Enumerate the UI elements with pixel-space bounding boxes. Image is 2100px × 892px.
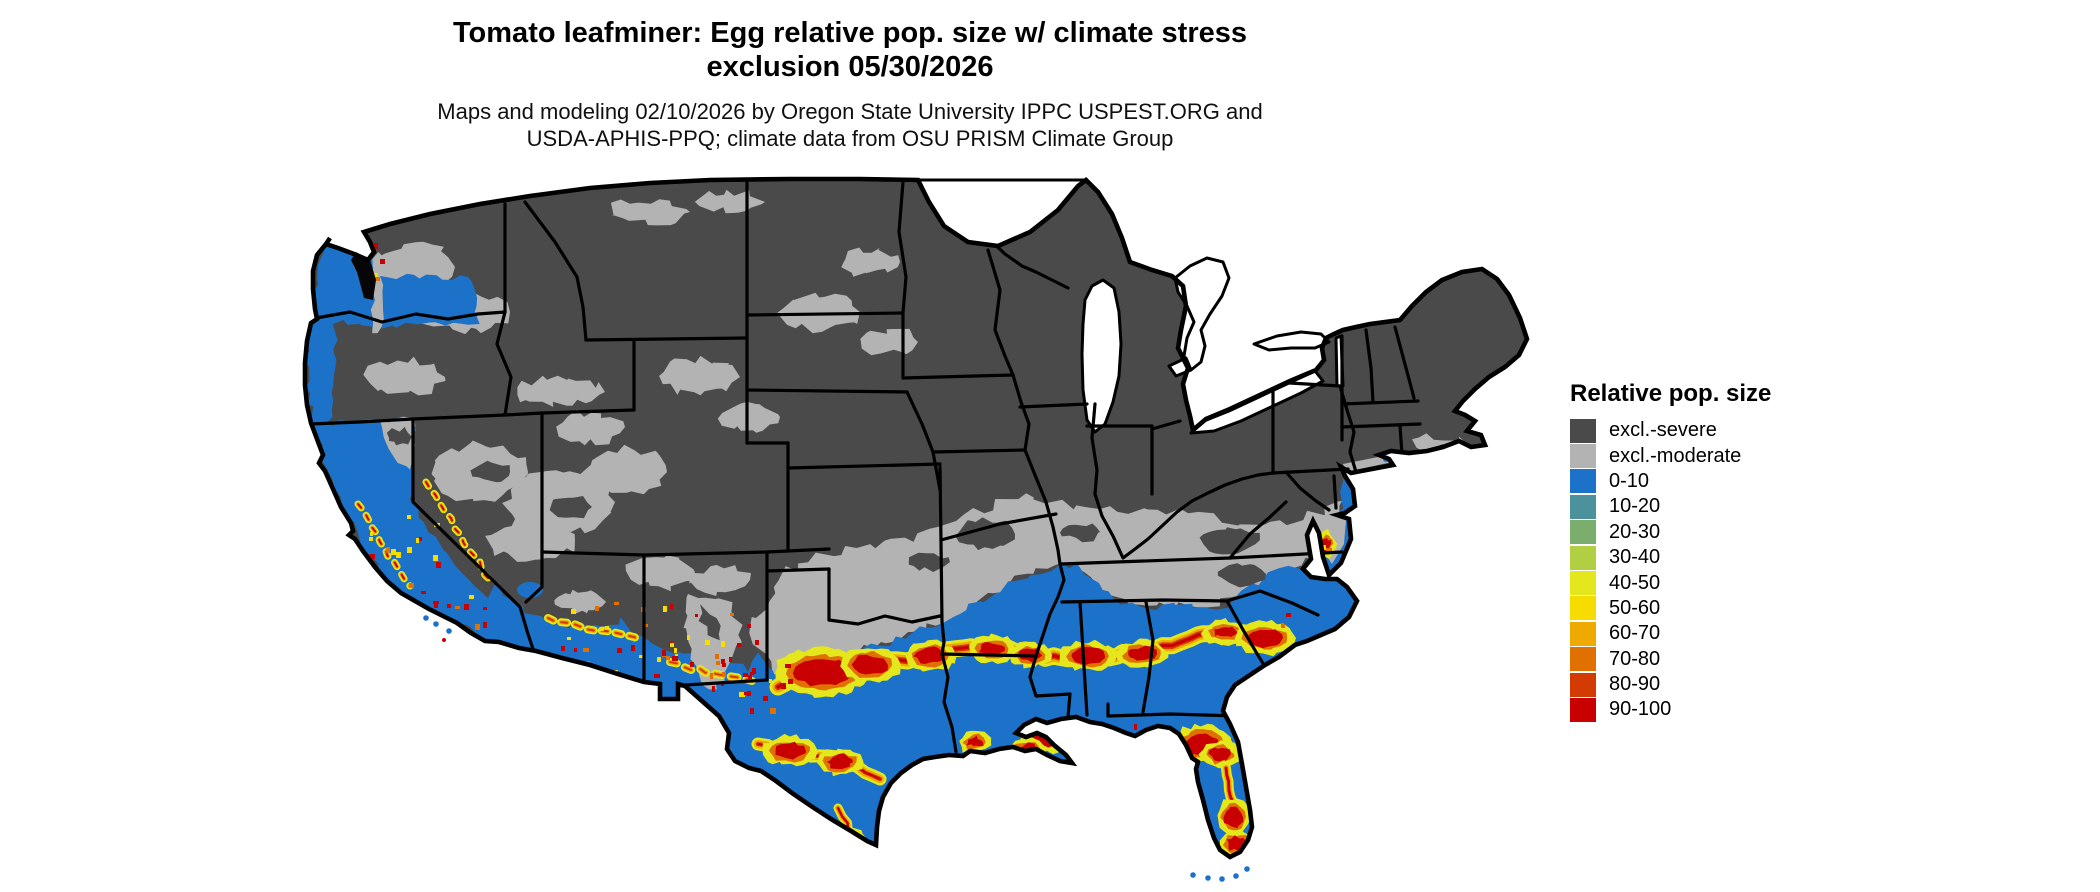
legend-title: Relative pop. size bbox=[1570, 380, 1772, 407]
legend-rows: excl.-severe excl.-moderate 0-10 10-20 20-30… bbox=[1570, 418, 1890, 723]
legend-swatch bbox=[1570, 444, 1596, 469]
us-outline bbox=[302, 176, 1530, 860]
legend-item: 70-80 bbox=[1570, 647, 1890, 672]
legend-swatch bbox=[1570, 520, 1596, 545]
legend-item: excl.-moderate bbox=[1570, 443, 1890, 469]
legend-label: excl.-moderate bbox=[1609, 444, 1742, 467]
legend-swatch bbox=[1570, 545, 1596, 570]
legend-item: 40-50 bbox=[1570, 570, 1890, 596]
legend-label: 70-80 bbox=[1609, 647, 1661, 670]
legend-label: 90-100 bbox=[1609, 698, 1672, 721]
map-title-line1: Tomato leafminer: Egg relative pop. size… bbox=[453, 17, 1247, 49]
legend-label: 60-70 bbox=[1609, 622, 1661, 645]
legend-swatch bbox=[1570, 469, 1596, 494]
legend: Relative pop. size excl.-severe excl.-mod… bbox=[1570, 380, 1890, 723]
legend-item: excl.-severe bbox=[1570, 418, 1890, 443]
legend-swatch bbox=[1570, 621, 1596, 646]
map-subtitle-line2: USDA-APHIS-PPQ; climate data from OSU PR… bbox=[526, 126, 1174, 151]
legend-item: 60-70 bbox=[1570, 621, 1890, 646]
map-title-line2: exclusion 05/30/2026 bbox=[706, 51, 994, 83]
legend-swatch bbox=[1570, 418, 1596, 443]
legend-label: 30-40 bbox=[1609, 546, 1661, 569]
title-block: Tomato leafminer: Egg relative pop. size… bbox=[0, 16, 1700, 152]
legend-label: 50-60 bbox=[1609, 596, 1661, 619]
legend-label: 40-50 bbox=[1609, 571, 1661, 594]
legend-item: 90-100 bbox=[1570, 697, 1890, 722]
legend-label: excl.-severe bbox=[1609, 419, 1717, 442]
legend-label: 20-30 bbox=[1609, 520, 1661, 543]
legend-item: 10-20 bbox=[1570, 494, 1890, 519]
legend-item: 50-60 bbox=[1570, 596, 1890, 621]
legend-swatch bbox=[1570, 494, 1596, 519]
legend-item: 0-10 bbox=[1570, 469, 1890, 494]
us-pest-map bbox=[302, 176, 1530, 882]
legend-swatch bbox=[1570, 571, 1596, 596]
legend-item: 30-40 bbox=[1570, 545, 1890, 570]
legend-item: 80-90 bbox=[1570, 672, 1890, 697]
legend-label: 80-90 bbox=[1609, 673, 1661, 696]
legend-swatch bbox=[1570, 697, 1596, 722]
legend-swatch bbox=[1570, 596, 1596, 621]
legend-swatch bbox=[1570, 647, 1596, 672]
map-subtitle-line1: Maps and modeling 02/10/2026 by Oregon S… bbox=[437, 99, 1263, 124]
legend-item: 20-30 bbox=[1570, 520, 1890, 545]
legend-label: 0-10 bbox=[1609, 469, 1650, 492]
legend-label: 10-20 bbox=[1609, 495, 1661, 518]
subtitle-block: Maps and modeling 02/10/2026 by Oregon S… bbox=[0, 98, 1700, 152]
legend-swatch bbox=[1570, 672, 1596, 697]
